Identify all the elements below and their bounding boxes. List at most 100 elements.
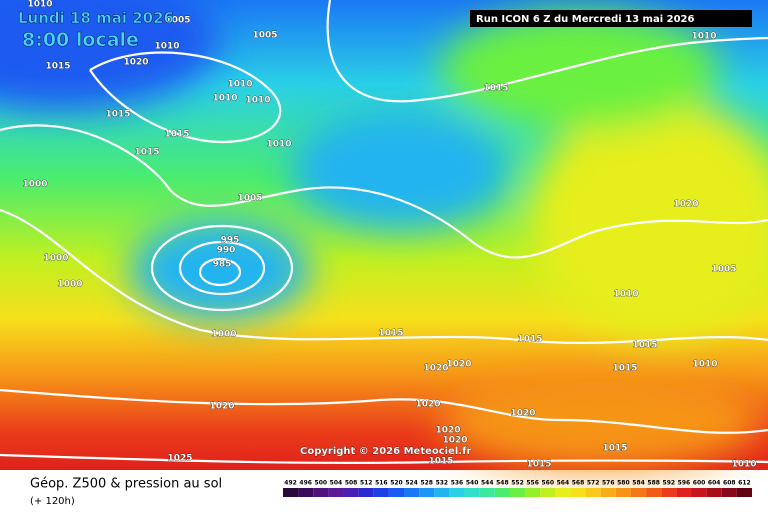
isobar [150, 224, 294, 312]
legend-swatch [585, 488, 601, 497]
legend-swatch [298, 488, 314, 497]
legend-label: 560 [541, 480, 554, 487]
legend-swatch [600, 488, 616, 497]
isobar [0, 388, 768, 434]
legend-label: 576 [602, 480, 615, 487]
legend-label: 568 [572, 480, 585, 487]
isobar-label: 1025 [167, 454, 192, 464]
isobar-label: 990 [217, 246, 236, 256]
isobar-label: 1015 [526, 460, 551, 470]
color-legend: 492 496 500 504 508 512 516 520 524 528 532 536 540 5… [283, 480, 752, 497]
legend-swatch [691, 488, 707, 497]
legend-swatch [464, 488, 480, 497]
isobar [178, 240, 266, 296]
isobar-labels: 1010 1005 1005 1010 1015 1020 1010 1010 1010 1015… [22, 0, 757, 470]
isobar-label: 1010 [692, 360, 717, 370]
legend-swatch [313, 488, 329, 497]
isobar-label: 1015 [105, 110, 130, 120]
isobar-label: 1015 [164, 130, 189, 140]
legend-label: 512 [360, 480, 373, 487]
legend-label: 540 [466, 480, 479, 487]
footer-title: Géop. Z500 & pression au sol [30, 477, 222, 492]
legend-swatch [646, 488, 662, 497]
map: 1010 1005 1005 1010 1015 1020 1010 1010 1010 1015… [0, 0, 768, 470]
isobar-label: 1020 [435, 426, 460, 436]
isobar-label: 1010 [691, 32, 716, 42]
legend-label: 588 [647, 480, 660, 487]
legend-label: 532 [436, 480, 449, 487]
isobars [0, 0, 768, 463]
run-info: Run ICON 6 Z du Mercredi 13 mai 2026 [476, 14, 694, 25]
isobar-label: 1015 [45, 62, 70, 72]
legend-label: 544 [481, 480, 494, 487]
copyright: Copyright © 2026 Meteociel.fr [300, 446, 471, 457]
isobar-label: 1000 [22, 180, 47, 190]
field-shading [0, 0, 768, 470]
legend-swatch [404, 488, 420, 497]
legend-label: 572 [587, 480, 600, 487]
isobar [0, 124, 768, 259]
isobar-label: 1015 [517, 335, 542, 345]
legend-swatch [661, 488, 677, 497]
legend-swatch [676, 488, 692, 497]
isobar-label: 1020 [123, 58, 148, 68]
isobar-label: 1015 [632, 341, 657, 351]
legend-label: 520 [390, 480, 403, 487]
legend-swatch [630, 488, 647, 497]
run-box [470, 10, 752, 27]
legend-swatch [283, 488, 299, 497]
isobar-label: 1020 [423, 364, 448, 374]
legend-swatch [373, 488, 389, 497]
isobar-label: 1000 [43, 254, 68, 264]
legend-label: 584 [632, 480, 645, 487]
isobar-label: 1010 [245, 96, 270, 106]
legend-label: 524 [405, 480, 418, 487]
isobar-label: 1015 [428, 457, 453, 467]
legend-swatch [736, 488, 752, 497]
legend-swatch [419, 488, 435, 497]
isobar-label: 985 [213, 260, 232, 270]
legend-label: 508 [345, 480, 358, 487]
date: Lundi 18 mai 2026 [18, 9, 174, 27]
isobar-label: 1020 [510, 409, 535, 419]
legend-label: 556 [526, 480, 539, 487]
isobar-label: 1010 [27, 0, 52, 10]
isobar-label: 1010 [154, 42, 179, 52]
legend-label: 596 [678, 480, 691, 487]
legend-label: 548 [496, 480, 509, 487]
isobar-label: 1015 [483, 84, 508, 94]
legend-label: 552 [511, 480, 524, 487]
legend-swatch [525, 488, 541, 497]
legend-swatch [494, 488, 510, 497]
legend-swatch [540, 488, 556, 497]
legend-swatch [509, 488, 526, 497]
isobar [89, 51, 282, 144]
legend-label: 500 [315, 480, 328, 487]
isobar-label: 1005 [252, 31, 277, 41]
isobar-label: 1020 [415, 400, 440, 410]
legend-swatch [343, 488, 359, 497]
isobar [0, 208, 768, 344]
isobar-label: 1005 [237, 194, 262, 204]
isobar-label: 1015 [612, 364, 637, 374]
time: 8:00 locale [22, 29, 139, 51]
legend-label: 504 [330, 480, 343, 487]
isobar-label: 1010 [266, 140, 291, 150]
isobar-label: 1005 [711, 265, 736, 275]
isobar-label: 1020 [209, 402, 234, 412]
legend-label: 580 [617, 480, 630, 487]
legend-label: 608 [723, 480, 736, 487]
legend-swatch [358, 488, 374, 497]
isobar-label: 1005 [165, 16, 190, 26]
legend-swatch [706, 488, 722, 497]
isobar-label: 1015 [134, 148, 159, 158]
isobar-label: 1010 [731, 460, 756, 470]
legend-swatch [449, 488, 465, 497]
legend-label: 516 [375, 480, 388, 487]
legend-label: 496 [299, 480, 312, 487]
isobar-label: 1010 [613, 290, 638, 300]
isobar [0, 453, 768, 464]
footer-lead: (+ 120h) [30, 496, 75, 507]
isobar [198, 257, 242, 287]
